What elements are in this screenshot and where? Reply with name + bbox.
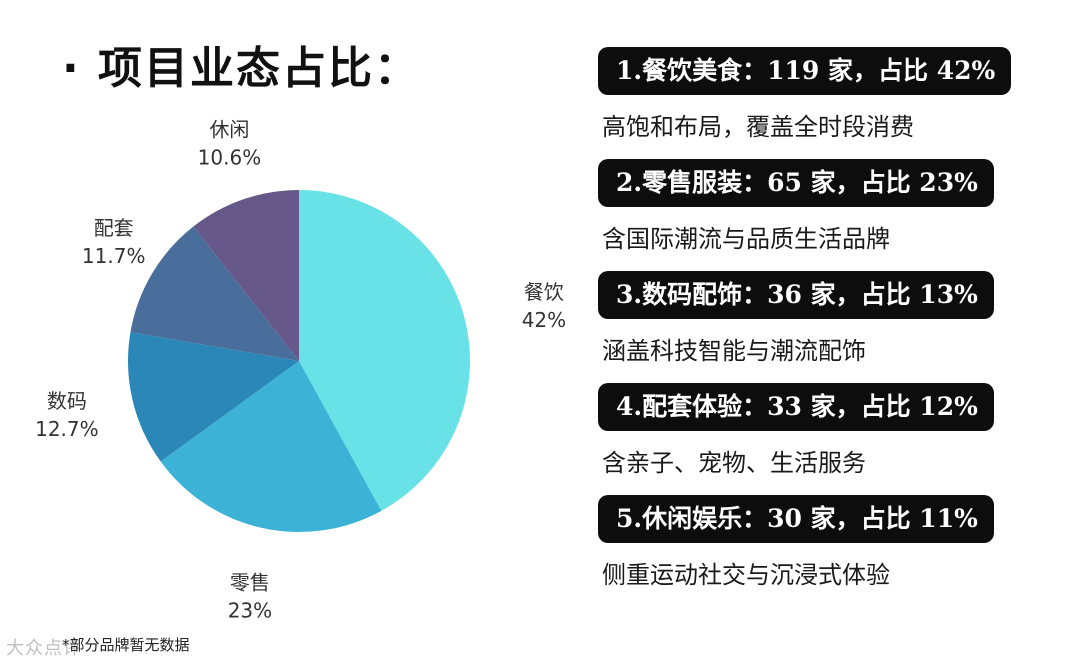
card-desc-retail: 含国际潮流与品质生活品牌 — [602, 225, 890, 253]
page-title: · 项目业态占比： — [62, 43, 421, 94]
watermark-logo: 大众点评 — [6, 638, 82, 659]
slice-name-label: 零售 — [230, 571, 270, 595]
pie-slice-4 — [193, 190, 299, 361]
card-heading-services: 4.配套体验：33 家，占比 12% — [598, 383, 994, 431]
pie-slice-1 — [160, 361, 382, 533]
slice-value-label: 11.7% — [82, 244, 146, 268]
card-leisure: 5.休闲娱乐：30 家，占比 11% 侧重运动社交与沉浸式体验 — [598, 495, 1068, 607]
slice-value-label: 10.6% — [198, 145, 262, 169]
card-retail: 2.零售服装：65 家，占比 23% 含国际潮流与品质生活品牌 — [598, 159, 1068, 271]
pie-labels: 餐饮 42% 零售 23% 数码 12.7% 配套 11.7% 休闲 10.6% — [35, 117, 566, 622]
card-desc-services: 含亲子、宠物、生活服务 — [602, 449, 866, 477]
slice-name-label: 数码 — [47, 389, 87, 413]
card-heading-leisure: 5.休闲娱乐：30 家，占比 11% — [598, 495, 994, 543]
card-desc-digital: 涵盖科技智能与潮流配饰 — [602, 337, 866, 365]
pie-slices — [128, 190, 471, 533]
slice-name-label: 配套 — [94, 216, 134, 240]
card-heading-food: 1.餐饮美食：119 家，占比 42% — [598, 47, 1012, 95]
slice-value-label: 23% — [228, 599, 272, 623]
pie-chart: 餐饮 42% 零售 23% 数码 12.7% 配套 11.7% 休闲 10.6% — [35, 117, 566, 622]
card-digital: 3.数码配饰：36 家，占比 13% 涵盖科技智能与潮流配饰 — [598, 271, 1068, 383]
card-heading-retail: 2.零售服装：65 家，占比 23% — [598, 159, 994, 207]
category-cards: 1.餐饮美食：119 家，占比 42% 高饱和布局，覆盖全时段消费 2.零售服装… — [598, 47, 1068, 607]
card-heading-digital: 3.数码配饰：36 家，占比 13% — [598, 271, 994, 319]
footnote: *部分品牌暂无数据 — [62, 636, 190, 654]
slice-value-label: 42% — [522, 308, 566, 332]
card-services: 4.配套体验：33 家，占比 12% 含亲子、宠物、生活服务 — [598, 383, 1068, 495]
card-desc-food: 高饱和布局，覆盖全时段消费 — [602, 113, 914, 141]
card-food: 1.餐饮美食：119 家，占比 42% 高饱和布局，覆盖全时段消费 — [598, 47, 1068, 159]
pie-slice-2 — [128, 332, 299, 462]
card-desc-leisure: 侧重运动社交与沉浸式体验 — [602, 561, 890, 589]
slice-name-label: 休闲 — [209, 117, 249, 141]
slice-value-label: 12.7% — [35, 417, 99, 441]
pie-slice-3 — [130, 226, 299, 361]
pie-slice-0 — [299, 190, 471, 511]
slice-name-label: 餐饮 — [524, 280, 564, 304]
